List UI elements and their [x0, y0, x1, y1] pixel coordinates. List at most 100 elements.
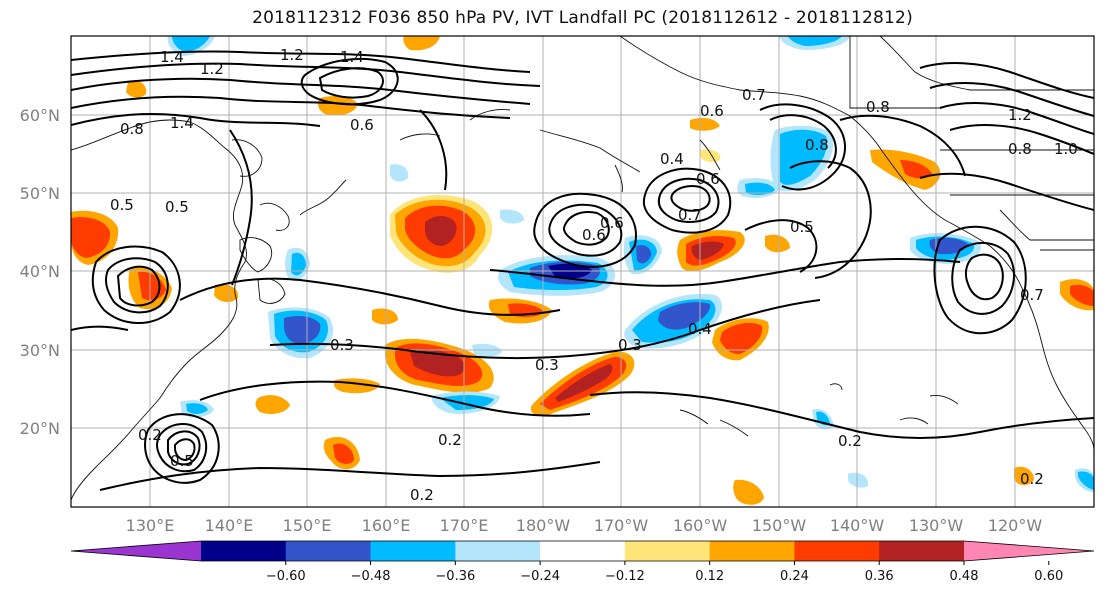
contour-label: 0.4: [688, 320, 712, 338]
contour-label: 0.5: [790, 218, 814, 236]
lat-label: 40°N: [20, 262, 60, 281]
negative-anomaly: [745, 182, 775, 195]
positive-anomaly: [424, 216, 457, 246]
colorbar-tick-label: 0.24: [780, 569, 809, 584]
negative-anomaly: [1078, 471, 1094, 490]
pv-contours: [71, 50, 1094, 491]
colorbar-cell: [624, 541, 711, 561]
contour-label: 0.6: [582, 226, 606, 244]
lon-label: 140°E: [205, 516, 254, 535]
positive-anomaly: [372, 308, 398, 325]
lat-label: 20°N: [20, 419, 60, 438]
colorbar-cell: [540, 541, 626, 561]
negative-anomaly: [390, 164, 409, 182]
contour-label: 0.2: [838, 432, 862, 450]
contour-label: 0.5: [170, 452, 194, 470]
positive-anomaly: [255, 395, 290, 414]
contour-label: 0.4: [660, 150, 684, 168]
colorbar-tick-label: 0.36: [865, 569, 894, 584]
contour-label: 0.8: [120, 120, 144, 138]
negative-anomaly: [172, 36, 210, 52]
colorbar: −0.60 −0.48 −0.36 −0.24 −0.12 0.12 0.24 0.36 0.4…: [70, 540, 1095, 584]
colorbar-cell: [370, 541, 456, 561]
positive-anomaly: [214, 284, 239, 302]
positive-anomaly: [900, 160, 932, 179]
longitude-labels: 130°E 140°E 150°E 160°E 170°E 180°W 170°…: [126, 516, 1043, 535]
colorbar-cell: [455, 541, 541, 561]
colorbar-tick-label: 0.48: [950, 569, 979, 584]
contour-label: 1.2: [280, 46, 304, 64]
colorbar-tick-label: −0.36: [435, 569, 475, 584]
map-title: 2018112312 F036 850 hPa PV, IVT Landfall…: [252, 8, 913, 28]
positive-anomaly: [690, 118, 720, 131]
colorbar-tick-label: −0.24: [520, 569, 560, 584]
colorbar-tick-label: −0.12: [605, 569, 645, 584]
negative-anomaly: [284, 316, 321, 344]
positive-anomaly: [333, 443, 354, 464]
colorbar-tick-label: 0.60: [1034, 569, 1063, 584]
contour-label: 1.2: [1008, 106, 1032, 124]
negative-anomaly: [788, 36, 842, 46]
lon-label: 150°E: [283, 516, 332, 535]
positive-anomaly: [720, 322, 763, 355]
negative-anomaly: [500, 209, 524, 224]
colorbar-cell: [879, 541, 965, 561]
map-border: [70, 35, 1095, 508]
lat-label: 60°N: [20, 106, 60, 125]
negative-anomaly: [291, 252, 306, 276]
latitude-labels: 60°N 50°N 40°N 30°N 20°N: [20, 106, 60, 438]
lon-label: 160°W: [673, 516, 728, 535]
contour-label: 0.2: [1020, 470, 1044, 488]
contour-label: 0.7: [742, 86, 766, 104]
lon-label: 170°W: [594, 516, 649, 535]
contour-label: 0.8: [866, 98, 890, 116]
contour-label: 1.2: [200, 60, 224, 78]
lon-label: 160°E: [362, 516, 411, 535]
positive-anomaly: [1070, 284, 1094, 306]
contour-label: 0.5: [110, 196, 134, 214]
positive-anomaly: [71, 217, 111, 258]
contour-label: 0.6: [700, 102, 724, 120]
contour-label: 0.3: [330, 336, 354, 354]
negative-anomaly: [658, 302, 711, 330]
colorbar-extend-max: [964, 541, 1094, 561]
positive-anomaly: [126, 80, 147, 98]
lat-label: 50°N: [20, 184, 60, 203]
contour-labels: 1.4 1.2 1.4 1.2 0.8 1.4 0.6 0.5 0.5 0.6 …: [110, 46, 1078, 504]
colorbar-cell: [794, 541, 880, 561]
shading-layer: [71, 36, 1094, 505]
contour-label: 1.4: [170, 114, 194, 132]
negative-anomaly: [440, 395, 494, 410]
colorbar-tick-label: −0.48: [351, 569, 391, 584]
lon-label: 130°E: [126, 516, 175, 535]
colorbar-tick-label: 0.12: [695, 569, 724, 584]
positive-anomaly: [555, 364, 613, 402]
contour-label: 0.7: [1020, 286, 1044, 304]
positive-anomaly: [733, 479, 764, 505]
colorbar-cell: [201, 541, 287, 561]
contour-label: 1.0: [1054, 140, 1078, 158]
positive-anomaly: [700, 149, 721, 163]
contour-label: 0.8: [805, 136, 829, 154]
lat-label: 30°N: [20, 341, 60, 360]
contour-label: 0.5: [165, 198, 189, 216]
positive-anomaly: [1014, 466, 1034, 486]
contour-label: 0.2: [410, 486, 434, 504]
colorbar-outline: [70, 540, 1095, 562]
lon-label: 130°W: [909, 516, 964, 535]
colorbar-cell: [285, 541, 372, 561]
colorbar-tick-label: −0.60: [266, 569, 306, 584]
negative-anomaly: [780, 129, 828, 185]
positive-anomaly: [765, 234, 790, 253]
contour-label: 0.2: [438, 431, 462, 449]
contour-label: 0.3: [535, 356, 559, 374]
negative-anomaly: [848, 472, 869, 488]
contour-label: 0.8: [1008, 140, 1032, 158]
coastlines: [71, 36, 1094, 501]
negative-anomaly: [186, 403, 208, 414]
lon-label: 180°W: [516, 516, 571, 535]
contour-label: 0.6: [600, 214, 624, 232]
lon-label: 140°W: [830, 516, 885, 535]
contour-label: 1.4: [340, 48, 364, 66]
